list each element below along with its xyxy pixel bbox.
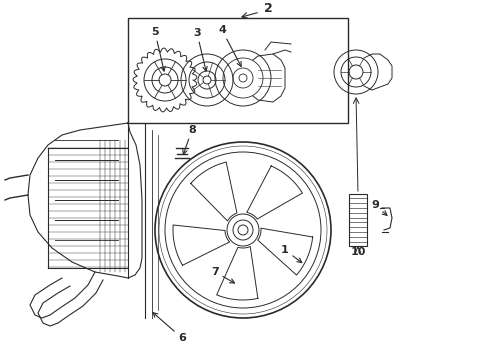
Text: 3: 3 — [193, 28, 207, 71]
Text: 8: 8 — [183, 125, 196, 154]
Bar — [128, 18, 348, 123]
Text: 5: 5 — [151, 27, 165, 71]
Text: 7: 7 — [211, 267, 235, 283]
Text: 6: 6 — [153, 312, 186, 343]
Text: 10: 10 — [350, 247, 366, 257]
Bar — [349, 194, 367, 246]
Text: 1: 1 — [281, 245, 302, 262]
Text: 4: 4 — [218, 25, 241, 67]
Text: 2: 2 — [264, 1, 272, 14]
Text: 9: 9 — [371, 200, 387, 215]
